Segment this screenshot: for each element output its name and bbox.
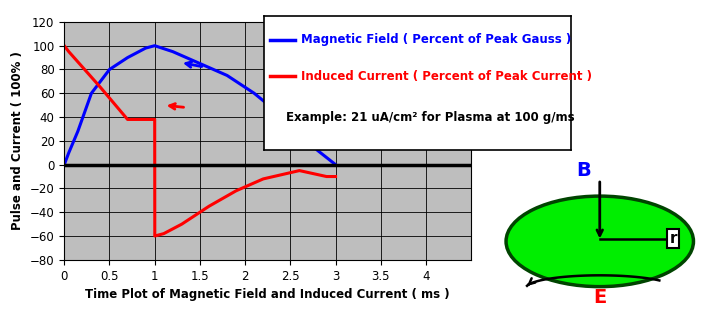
- Text: B: B: [576, 161, 591, 180]
- Text: Induced Current ( Percent of Peak Current ): Induced Current ( Percent of Peak Curren…: [301, 70, 592, 83]
- Ellipse shape: [506, 196, 693, 287]
- X-axis label: Time Plot of Magnetic Field and Induced Current ( ms ): Time Plot of Magnetic Field and Induced …: [86, 288, 450, 301]
- Text: Magnetic Field ( Percent of Peak Gauss ): Magnetic Field ( Percent of Peak Gauss ): [301, 33, 571, 46]
- Text: r: r: [670, 231, 677, 246]
- Text: E: E: [593, 289, 606, 307]
- Text: Example: 21 uA/cm² for Plasma at 100 g/ms: Example: 21 uA/cm² for Plasma at 100 g/m…: [286, 111, 574, 125]
- Y-axis label: Pulse and Current ( 100% ): Pulse and Current ( 100% ): [11, 51, 24, 230]
